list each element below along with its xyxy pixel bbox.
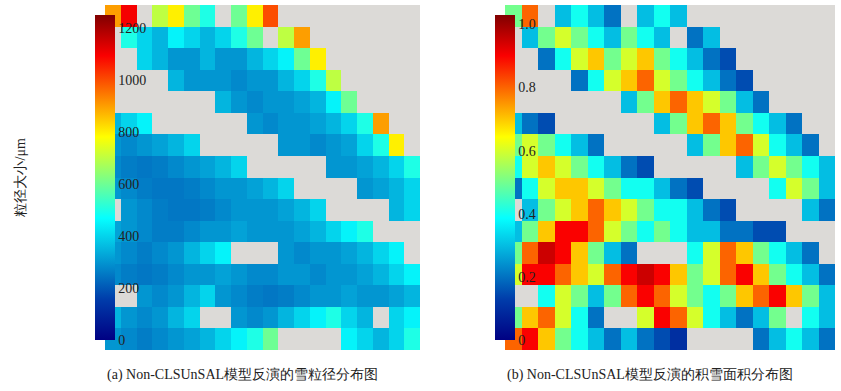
svg-text:800: 800 xyxy=(118,125,139,140)
svg-text:1000: 1000 xyxy=(118,73,146,88)
svg-text:(b) Non-CLSUnSAL模型反演的积雪面积分布图: (b) Non-CLSUnSAL模型反演的积雪面积分布图 xyxy=(507,367,793,383)
svg-text:1200: 1200 xyxy=(118,21,146,36)
svg-text:0: 0 xyxy=(118,333,125,348)
svg-text:200: 200 xyxy=(118,281,139,296)
svg-text:0.6: 0.6 xyxy=(518,144,536,159)
svg-text:粒径大小/μm: 粒径大小/μm xyxy=(13,138,28,216)
svg-text:400: 400 xyxy=(118,229,139,244)
svg-text:1.0: 1.0 xyxy=(518,17,536,32)
svg-text:0.4: 0.4 xyxy=(518,207,536,222)
svg-text:0.2: 0.2 xyxy=(518,270,536,285)
svg-text:600: 600 xyxy=(118,177,139,192)
svg-text:0: 0 xyxy=(518,333,525,348)
svg-text:(a) Non-CLSUnSAL模型反演的雪粒径分布图: (a) Non-CLSUnSAL模型反演的雪粒径分布图 xyxy=(107,367,378,383)
svg-text:0.8: 0.8 xyxy=(518,80,536,95)
